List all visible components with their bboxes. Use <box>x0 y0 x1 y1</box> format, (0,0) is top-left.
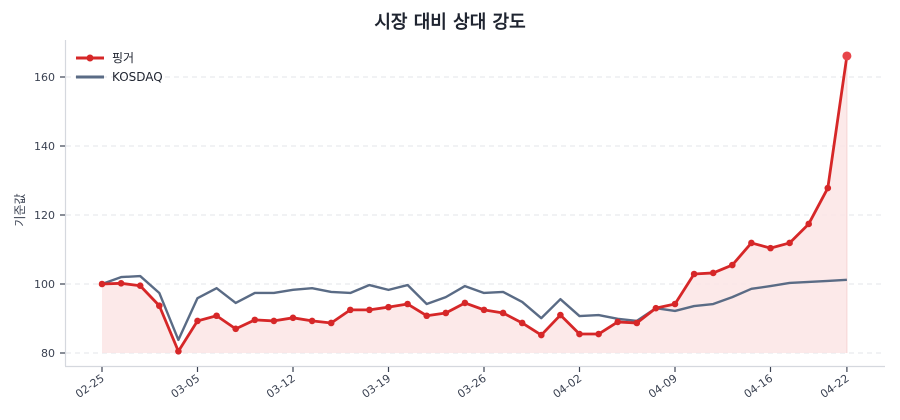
legend-label: 핑거 <box>112 51 134 65</box>
y-tick-label: 140 <box>34 140 55 153</box>
pingga-line <box>101 55 849 353</box>
legend-item-pingga: 핑거 <box>76 51 134 65</box>
data-point-marker <box>461 299 469 307</box>
data-point-marker <box>404 300 411 308</box>
y-tick-label: 160 <box>34 71 55 84</box>
data-point-marker <box>633 319 641 327</box>
y-tick-label: 120 <box>34 209 55 222</box>
data-point-marker <box>366 306 373 314</box>
data-point-marker <box>805 220 812 228</box>
series-lines <box>98 51 852 355</box>
y-tick-label: 80 <box>41 347 55 360</box>
data-point-marker <box>270 317 278 325</box>
data-point-marker <box>232 325 239 333</box>
chart-title: 시장 대비 상대 강도 <box>374 12 526 33</box>
x-tick-label: 04-09 <box>646 372 680 401</box>
data-point-marker <box>175 347 182 355</box>
data-point-marker <box>327 319 335 327</box>
data-point-marker <box>251 316 259 324</box>
last-point-marker <box>842 51 852 61</box>
x-tick-label: 03-26 <box>455 372 489 401</box>
data-point-marker <box>156 302 163 310</box>
data-point-marker <box>729 261 736 269</box>
data-point-marker <box>557 311 564 319</box>
data-point-marker <box>347 306 354 314</box>
data-point-marker <box>671 300 679 308</box>
y-axis-ticks: 80 100 120 140 160 <box>34 71 65 360</box>
x-axis-ticks: 02-25 03-05 03-12 03-19 03-26 04-02 04-09 04-16… <box>73 367 852 401</box>
data-point-marker <box>117 280 125 287</box>
data-point-marker <box>652 304 660 312</box>
x-tick-label: 04-02 <box>551 372 585 401</box>
x-tick-label: 02-25 <box>73 372 107 401</box>
data-point-marker <box>308 317 316 325</box>
data-point-marker <box>767 244 774 252</box>
data-point-marker <box>289 314 297 322</box>
data-point-marker <box>614 318 621 326</box>
data-point-marker <box>98 280 106 288</box>
data-point-marker <box>824 184 832 192</box>
data-point-marker <box>538 331 545 339</box>
data-point-marker <box>136 282 144 290</box>
y-axis-label: 기준값 <box>13 193 27 226</box>
data-point-marker <box>709 269 717 277</box>
data-point-marker <box>480 306 488 314</box>
y-tick-label: 100 <box>34 278 55 291</box>
data-point-marker <box>576 330 583 338</box>
data-point-marker <box>690 270 698 278</box>
series-fill-area <box>102 55 848 353</box>
kosdaq-line <box>101 274 847 342</box>
data-point-marker <box>213 312 220 320</box>
data-point-marker <box>194 317 201 325</box>
data-point-marker <box>518 319 526 327</box>
area-fill <box>102 55 847 353</box>
data-point-marker <box>442 309 450 317</box>
axes <box>64 40 885 368</box>
x-tick-label: 03-05 <box>169 372 203 401</box>
data-point-marker <box>786 239 793 247</box>
legend-label: KOSDAQ <box>112 70 163 84</box>
data-point-marker <box>595 330 602 338</box>
x-tick-label: 03-19 <box>360 372 394 401</box>
legend: 핑거 KOSDAQ <box>76 51 163 84</box>
x-tick-label: 04-22 <box>818 372 852 401</box>
x-tick-label: 03-12 <box>264 372 298 401</box>
legend-marker-icon <box>86 54 94 62</box>
data-point-marker <box>423 312 431 320</box>
data-point-marker <box>499 309 507 317</box>
legend-item-kosdaq: KOSDAQ <box>76 70 163 84</box>
data-point-marker <box>385 303 392 311</box>
x-tick-label: 04-16 <box>742 372 776 401</box>
data-point-marker <box>748 239 755 247</box>
